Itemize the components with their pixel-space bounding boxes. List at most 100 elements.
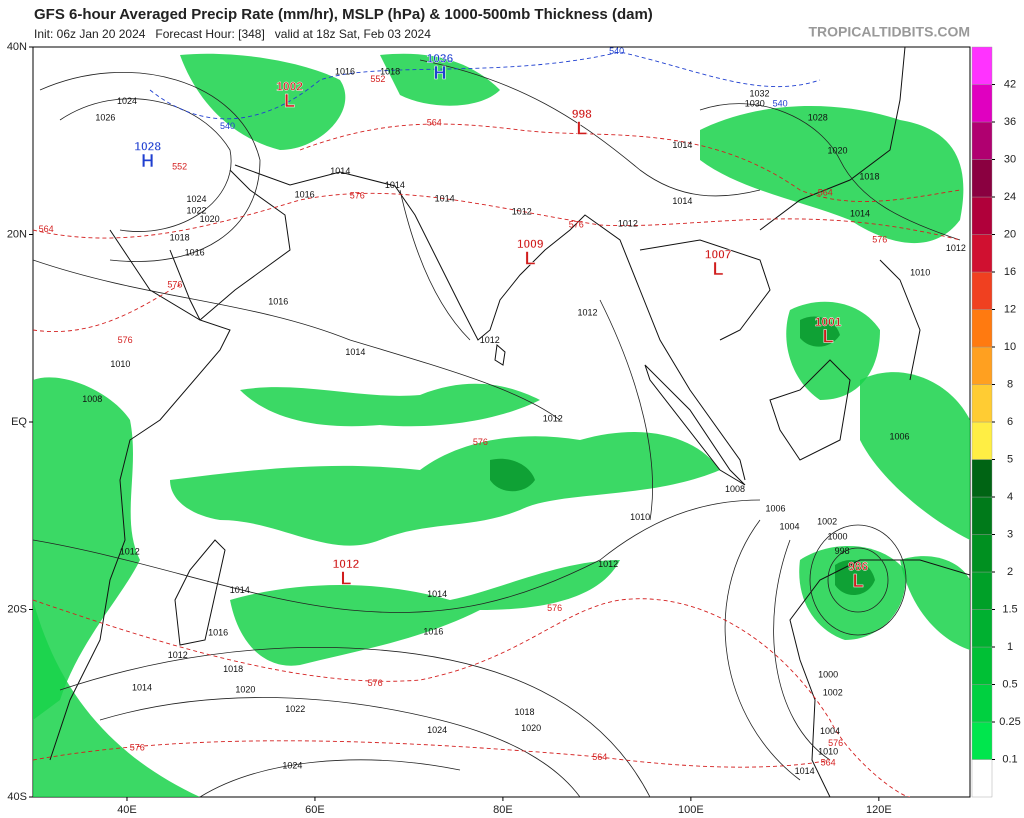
isobar-label: 1010: [818, 746, 838, 756]
isobar-label: 1018: [380, 67, 400, 77]
colorbar-label: 2: [1007, 566, 1013, 578]
colorbar-bin: [971, 271, 993, 310]
colorbar-bin: [971, 346, 993, 385]
colorbar-bin: [971, 121, 993, 160]
isobar-label: 1020: [827, 145, 847, 155]
thickness-label: 564: [39, 224, 54, 234]
colorbar-bin: [971, 571, 993, 610]
isobar-label: 1012: [577, 308, 597, 318]
thickness-label: 576: [350, 190, 365, 200]
precip-areas: [33, 53, 970, 797]
pressure-center-value: 1012: [333, 557, 360, 571]
isobar-label: 1014: [230, 585, 250, 595]
isobar-label: 1032: [749, 88, 769, 98]
colorbar-label: 0.5: [1002, 678, 1017, 690]
isobar-label: 1002: [823, 687, 843, 697]
pressure-center-symbol: H: [141, 151, 154, 171]
pressure-center-value: 986: [848, 560, 868, 574]
colorbar-label: 12: [1004, 303, 1016, 315]
colorbar-bin: [971, 384, 993, 423]
colorbar-label: 1.5: [1002, 603, 1017, 615]
colorbar-label: 30: [1004, 153, 1016, 165]
thickness-label: 576: [368, 678, 383, 688]
colorbar-bin: [971, 459, 993, 498]
thickness-label: 540: [609, 46, 624, 56]
isobar-label: 1018: [859, 172, 879, 182]
lon-tick-label: 40E: [117, 804, 137, 816]
thickness-label: 540: [220, 121, 235, 131]
isobar-label: 1014: [330, 166, 350, 176]
isobar-label: 1014: [132, 683, 152, 693]
isobar-label: 1020: [235, 685, 255, 695]
thickness-label: 576: [167, 280, 182, 290]
colorbar-label: 0.25: [999, 716, 1020, 728]
colorbar-label: 1: [1007, 641, 1013, 653]
pressure-center-value: 1009: [517, 237, 544, 251]
isobar-label: 1014: [385, 180, 405, 190]
pressure-center-symbol: L: [713, 259, 724, 279]
isobar-label: 1002: [817, 517, 837, 527]
isobar-label: 1006: [889, 431, 909, 441]
thickness-label: 564: [427, 117, 442, 127]
lon-tick-label: 60E: [305, 804, 325, 816]
colorbar-bin: [971, 46, 993, 85]
isobar-label: 1016: [185, 248, 205, 258]
title: GFS 6-hour Averaged Precip Rate (mm/hr),…: [34, 6, 653, 23]
isobar-label: 1012: [543, 414, 563, 424]
isobar-label: 1012: [946, 243, 966, 253]
subtitle: Init: 06z Jan 20 2024 Forecast Hour: [34…: [34, 27, 431, 41]
thickness-label: 576: [872, 235, 887, 245]
isobar-label: 1012: [480, 335, 500, 345]
isobar-label: 1014: [672, 196, 692, 206]
map-layers: 1016 101810241026102410221020101810161014…: [33, 46, 970, 797]
thickness-label: 576: [569, 220, 584, 230]
isobar-label: 1012: [168, 650, 188, 660]
colorbar-label: 4: [1007, 491, 1013, 503]
isobar-label: 1010: [910, 267, 930, 277]
thickness-lines: [33, 51, 961, 797]
colorbar-bin: [971, 84, 993, 123]
colorbar-bin: [971, 234, 993, 273]
colorbar-label: 8: [1007, 378, 1013, 390]
isobar-label: 1012: [512, 206, 532, 216]
colorbar-bin: [971, 159, 993, 198]
pressure-center-value: 1028: [134, 140, 161, 154]
isobar-label: 1014: [435, 193, 455, 203]
colorbar-bin: [971, 421, 993, 460]
map-frame: 1016 101810241026102410221020101810161014…: [32, 46, 971, 798]
isobar-label: 1022: [285, 704, 305, 714]
lat-tick-label: EQ: [11, 416, 27, 428]
source-watermark: TROPICALTIDBITS.COM: [808, 24, 970, 40]
coastlines: [49, 47, 970, 797]
isobar-label: 1008: [82, 394, 102, 404]
lat-tick-label: 20S: [7, 603, 27, 615]
colorbar-label: 10: [1004, 341, 1016, 353]
colorbar-bin: [971, 646, 993, 685]
isobar-label: 1024: [427, 725, 447, 735]
isobar-label: 1000: [818, 670, 838, 680]
pressure-center-value: 1036: [427, 51, 454, 65]
isobar-label: 1014: [345, 347, 365, 357]
pressure-center-symbol: L: [853, 571, 864, 591]
isobar-label: 1018: [515, 707, 535, 717]
isobar-label: 1020: [521, 723, 541, 733]
isobar-label: 1016: [208, 627, 228, 637]
colorbar-label: 36: [1004, 116, 1016, 128]
thickness-label: 576: [473, 437, 488, 447]
isobar-label: 1000: [827, 532, 847, 542]
colorbar-bin: [971, 721, 993, 760]
isobar-label: 1014: [672, 140, 692, 150]
colorbar-label: 0.1: [1002, 753, 1017, 765]
isobar-label: 1012: [598, 559, 618, 569]
pressure-center-value: 998: [572, 107, 592, 121]
lon-tick-label: 100E: [678, 804, 704, 816]
isobar-label: 1024: [117, 96, 137, 106]
colorbar-label: 42: [1004, 78, 1016, 90]
thickness-label: 564: [821, 758, 836, 768]
pressure-center-value: 1002: [276, 80, 303, 94]
isobar-label: 1016: [423, 626, 443, 636]
lon-tick-label: 80E: [493, 804, 513, 816]
isobar-label: 998: [835, 546, 850, 556]
isobars: [33, 59, 961, 797]
thickness-label: 576: [118, 335, 133, 345]
